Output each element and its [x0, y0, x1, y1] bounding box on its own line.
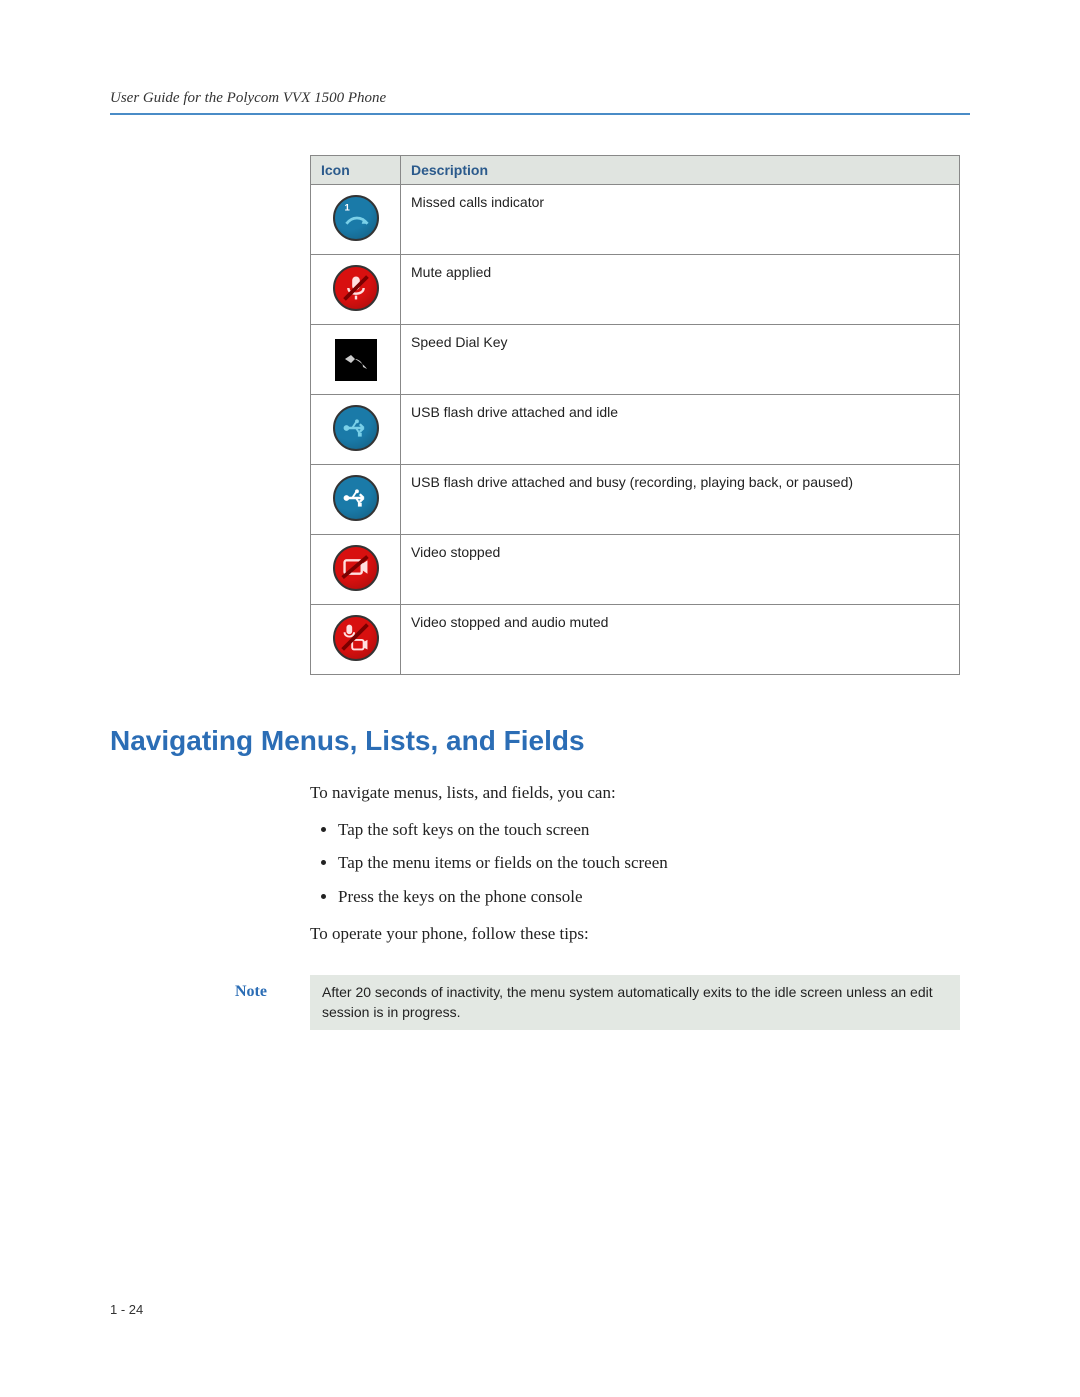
icon-description: Speed Dial Key [401, 325, 960, 395]
icon-description: USB flash drive attached and busy (recor… [401, 465, 960, 535]
bullet-item: Tap the soft keys on the touch screen [338, 816, 970, 843]
table-row: USB flash drive attached and idle [311, 395, 960, 465]
col-header-description: Description [401, 156, 960, 185]
table-row: Speed Dial Key [311, 325, 960, 395]
icon-description: Missed calls indicator [401, 185, 960, 255]
table-row: Mute applied [311, 255, 960, 325]
table-row: Video stopped and audio muted [311, 605, 960, 675]
speed-dial-icon [311, 325, 401, 395]
bullet-item: Press the keys on the phone console [338, 883, 970, 910]
icon-description: USB flash drive attached and idle [401, 395, 960, 465]
usb-idle-icon [311, 395, 401, 465]
note-label: Note [235, 975, 310, 1001]
page-header: User Guide for the Polycom VVX 1500 Phon… [110, 90, 970, 115]
icon-description: Video stopped and audio muted [401, 605, 960, 675]
video-stopped-icon [311, 535, 401, 605]
mute-icon [311, 255, 401, 325]
section-outro: To operate your phone, follow these tips… [310, 920, 970, 947]
icon-description: Video stopped [401, 535, 960, 605]
missed-calls-icon: 1 [311, 185, 401, 255]
svg-text:1: 1 [344, 202, 350, 213]
bullet-item: Tap the menu items or fields on the touc… [338, 849, 970, 876]
usb-busy-icon [311, 465, 401, 535]
video-audio-muted-icon [311, 605, 401, 675]
col-header-icon: Icon [311, 156, 401, 185]
note-block: Note After 20 seconds of inactivity, the… [235, 975, 970, 1030]
section-heading: Navigating Menus, Lists, and Fields [110, 725, 970, 757]
table-row: Video stopped [311, 535, 960, 605]
icon-description: Mute applied [401, 255, 960, 325]
section-body: To navigate menus, lists, and fields, yo… [310, 779, 970, 947]
note-text: After 20 seconds of inactivity, the menu… [310, 975, 960, 1030]
section-intro: To navigate menus, lists, and fields, yo… [310, 779, 970, 806]
table-row: USB flash drive attached and busy (recor… [311, 465, 960, 535]
section-bullets: Tap the soft keys on the touch screen Tap… [310, 816, 970, 910]
page-number: 1 - 24 [110, 1302, 143, 1317]
table-row: 1 Missed calls indicator [311, 185, 960, 255]
icon-description-table: Icon Description 1 Missed calls indicato… [310, 155, 960, 675]
